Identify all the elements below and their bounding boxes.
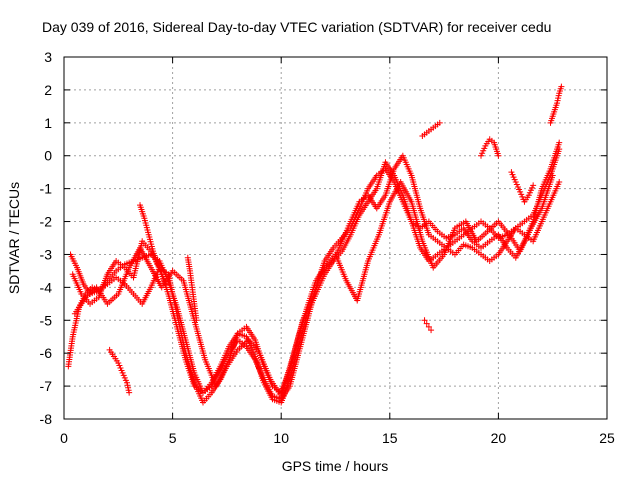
x-tick-label: 25: [599, 430, 615, 446]
y-tick-label: -1: [40, 181, 53, 197]
axis-ticks: [63, 56, 608, 420]
data-point: [530, 182, 537, 189]
y-tick-label: -7: [40, 378, 53, 394]
data-point: [436, 119, 443, 126]
x-tick-label: 15: [382, 430, 398, 446]
y-tick-label: -4: [40, 279, 53, 295]
data-point: [126, 389, 133, 396]
x-tick-label: 20: [491, 430, 507, 446]
data-point: [421, 317, 428, 324]
y-tick-label: -6: [40, 345, 53, 361]
data-point: [163, 281, 170, 288]
x-tick-label: 0: [60, 430, 68, 446]
y-tick-label: 2: [44, 82, 52, 98]
chart-title: Day 039 of 2016, Sidereal Day-to-day VTE…: [42, 19, 551, 35]
y-axis-label: SDTVAR / TECUs: [6, 182, 22, 294]
data-point: [556, 139, 563, 146]
data-point: [423, 320, 430, 327]
x-tick-label: 10: [273, 430, 289, 446]
data-point: [495, 152, 502, 159]
data-point: [558, 83, 565, 90]
tick-labels: 0 5 10 15 20 25 -8 -7 -6 -5 -4 -3 -2 -1 0 1 2 3: [40, 49, 615, 446]
data-point: [428, 327, 435, 334]
y-tick-label: -3: [40, 246, 53, 262]
data-point: [556, 179, 563, 186]
y-tick-label: -8: [40, 411, 53, 427]
y-tick-label: 1: [44, 115, 52, 131]
data-point: [549, 172, 556, 179]
data-point: [193, 317, 200, 324]
y-tick-label: 0: [44, 148, 52, 164]
grid-lines: [64, 57, 607, 419]
data-point: [425, 323, 432, 330]
x-tick-label: 5: [169, 430, 177, 446]
plot-frame: [63, 56, 608, 420]
y-tick-label: -2: [40, 214, 53, 230]
x-axis-label: GPS time / hours: [282, 458, 389, 474]
y-tick-label: 3: [44, 49, 52, 65]
data-points: [65, 83, 565, 406]
y-tick-label: -5: [40, 312, 53, 328]
